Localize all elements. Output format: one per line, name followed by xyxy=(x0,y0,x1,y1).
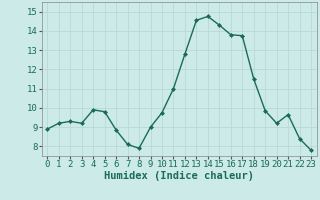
X-axis label: Humidex (Indice chaleur): Humidex (Indice chaleur) xyxy=(104,171,254,181)
